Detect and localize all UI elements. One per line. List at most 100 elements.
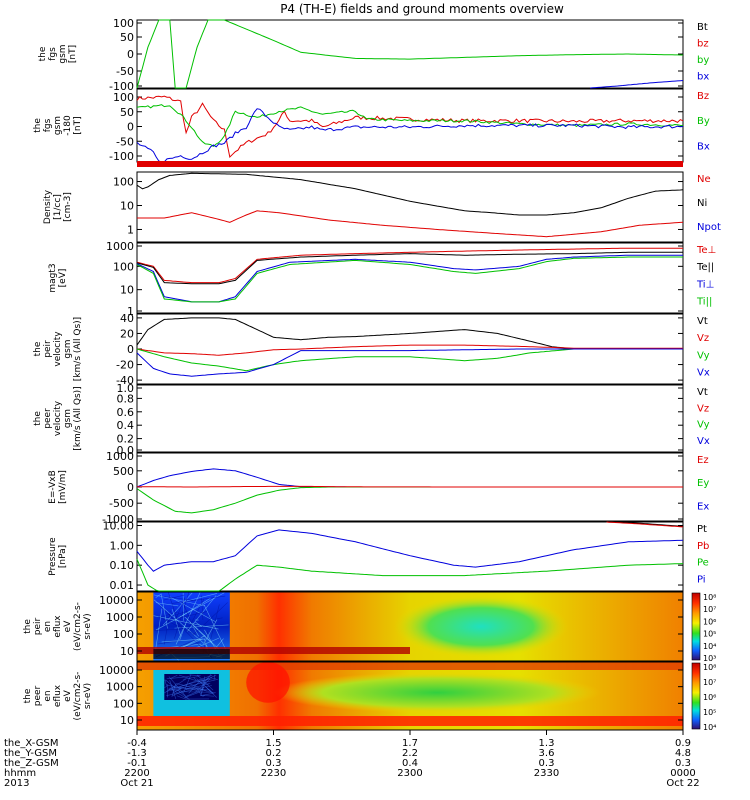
- y-tick-label: 100: [113, 260, 134, 273]
- colorbar-label: 10⁵: [703, 630, 716, 639]
- spectrogram-texture: [217, 617, 223, 619]
- y-axis-label: gsm: [58, 44, 68, 63]
- y-tick-label: 100: [113, 628, 134, 641]
- legend-entry: bx: [697, 72, 709, 83]
- spectrogram-texture: [164, 679, 167, 686]
- spectrogram-texture: [171, 608, 182, 638]
- legend-entry: bz: [697, 39, 709, 50]
- panel-mom: 1000 100 10 1 magt3 [eV] Te⊥ Te|| Ti⊥ Ti||: [48, 240, 716, 318]
- y-tick-label: 10.00: [103, 519, 135, 532]
- legend-entry: Vt: [697, 387, 708, 398]
- spectrogram-texture: [155, 602, 179, 607]
- series-Ey: [136, 486, 683, 514]
- spectrogram-texture: [186, 593, 218, 602]
- series-Pe: [136, 559, 684, 592]
- y-axis-label: eV: [63, 689, 73, 702]
- panel-frame: [136, 242, 684, 314]
- y-tick-label: 10: [120, 714, 134, 727]
- series-Ne: [137, 210, 684, 238]
- legend-entry: Ti⊥: [696, 279, 714, 290]
- footer-label: the_X-GSM: [4, 738, 58, 749]
- y-tick-label: -500: [109, 497, 134, 510]
- series-Ti||: [136, 256, 683, 303]
- legend-entry: Ey: [697, 478, 709, 489]
- spectrogram-texture: [184, 692, 199, 698]
- y-tick-label: 0.4: [117, 419, 135, 432]
- y-tick-label: 0: [127, 343, 134, 356]
- y-tick-label: 1: [127, 305, 134, 318]
- legend-entry: Ni: [697, 198, 707, 209]
- x-tick-label: 0.3: [539, 758, 555, 769]
- legend-entry: Pi: [697, 575, 706, 586]
- y-tick-label: 0: [127, 481, 134, 494]
- y-axis-label: [mV/m]: [58, 470, 68, 504]
- y-axis-label: -180: [63, 115, 73, 136]
- panel-density: 100 10 1 Density [1/cc] [cm-3] Ne Ni Npot: [43, 171, 721, 243]
- spectrogram-texture: [193, 677, 197, 681]
- spectrogram-texture: [201, 595, 204, 620]
- legend-entry: Bt: [697, 22, 708, 33]
- spectrogram-texture: [155, 608, 163, 651]
- spectrogram-texture: [196, 637, 220, 648]
- y-axis-label: eV: [63, 620, 73, 633]
- series-Bx: [136, 108, 684, 163]
- spectrogram-texture: [188, 680, 200, 694]
- legend-entry: Bx: [697, 141, 710, 152]
- x-tick-label: 2330: [534, 768, 559, 779]
- y-axis-label: gsm: [63, 339, 73, 358]
- spectrogram-texture: [182, 602, 193, 626]
- y-tick-label: 0: [127, 48, 134, 61]
- y-tick-label: 10000: [99, 594, 134, 607]
- y-axis-label: [1/cc]: [53, 194, 63, 220]
- y-tick-label: 50: [120, 31, 134, 44]
- x-tick-label: 0.2: [266, 748, 282, 759]
- series-Bz: [136, 95, 684, 158]
- y-axis-label: sr-eV): [83, 613, 93, 639]
- y-tick-label: -100: [109, 150, 134, 163]
- y-tick-label: -40: [116, 374, 134, 387]
- y-axis-label: velocity: [53, 400, 63, 436]
- y-axis-label: (eV/cm2-s-: [73, 602, 83, 651]
- spectrogram-texture: [187, 595, 217, 632]
- colorbar-label: 10⁶: [703, 617, 716, 626]
- y-axis-label: E=-VxB: [48, 470, 58, 504]
- spectrogram-texture: [166, 678, 218, 692]
- spectrogram-texture: [155, 592, 225, 631]
- y-tick-label: 1.0: [117, 382, 135, 395]
- spectrogram-texture: [164, 610, 188, 619]
- spectrogram-texture: [154, 628, 181, 631]
- legend-entry: Vy: [697, 420, 710, 431]
- y-tick-label: 1.00: [110, 539, 135, 552]
- y-tick-label: -50: [116, 65, 134, 78]
- spectrogram-texture: [161, 638, 206, 643]
- y-axis-label: peir: [33, 617, 43, 635]
- colorbar-label: 10³: [703, 654, 716, 663]
- series-Vx: [136, 348, 683, 377]
- spectrogram-texture: [168, 676, 188, 699]
- spectrogram-texture: [163, 594, 185, 601]
- y-axis-label: [km/s (All Qs)]: [73, 317, 83, 381]
- y-axis-label: peir: [43, 340, 53, 358]
- y-tick-label: 1000: [106, 450, 134, 463]
- y-tick-label: 10: [120, 284, 134, 297]
- series-Te⊥: [136, 247, 683, 284]
- footer-label: hhmm: [4, 768, 36, 779]
- y-tick-label: 1: [127, 223, 134, 236]
- panel-fgs_180: 100 50 0-50 -100 the fgs gsm -180 [nT] Bz By Bx: [33, 88, 710, 163]
- series-Vy: [136, 348, 683, 372]
- spectrogram-blob: [393, 595, 569, 658]
- series-Pi: [136, 529, 684, 572]
- y-axis-label: [nT]: [68, 45, 78, 63]
- colorbar: [691, 662, 701, 730]
- spectrogram-texture: [172, 687, 182, 694]
- x-tick-label: -0.4: [127, 738, 147, 749]
- panel-frame: [136, 591, 684, 662]
- legend-entry: Vt: [697, 316, 708, 327]
- spectrogram-blob: [273, 672, 602, 713]
- spectrogram-texture: [176, 695, 187, 700]
- panel-frame: [136, 521, 684, 592]
- y-tick-label: 0.01: [110, 579, 135, 592]
- colorbar-label: 10⁸: [703, 663, 716, 672]
